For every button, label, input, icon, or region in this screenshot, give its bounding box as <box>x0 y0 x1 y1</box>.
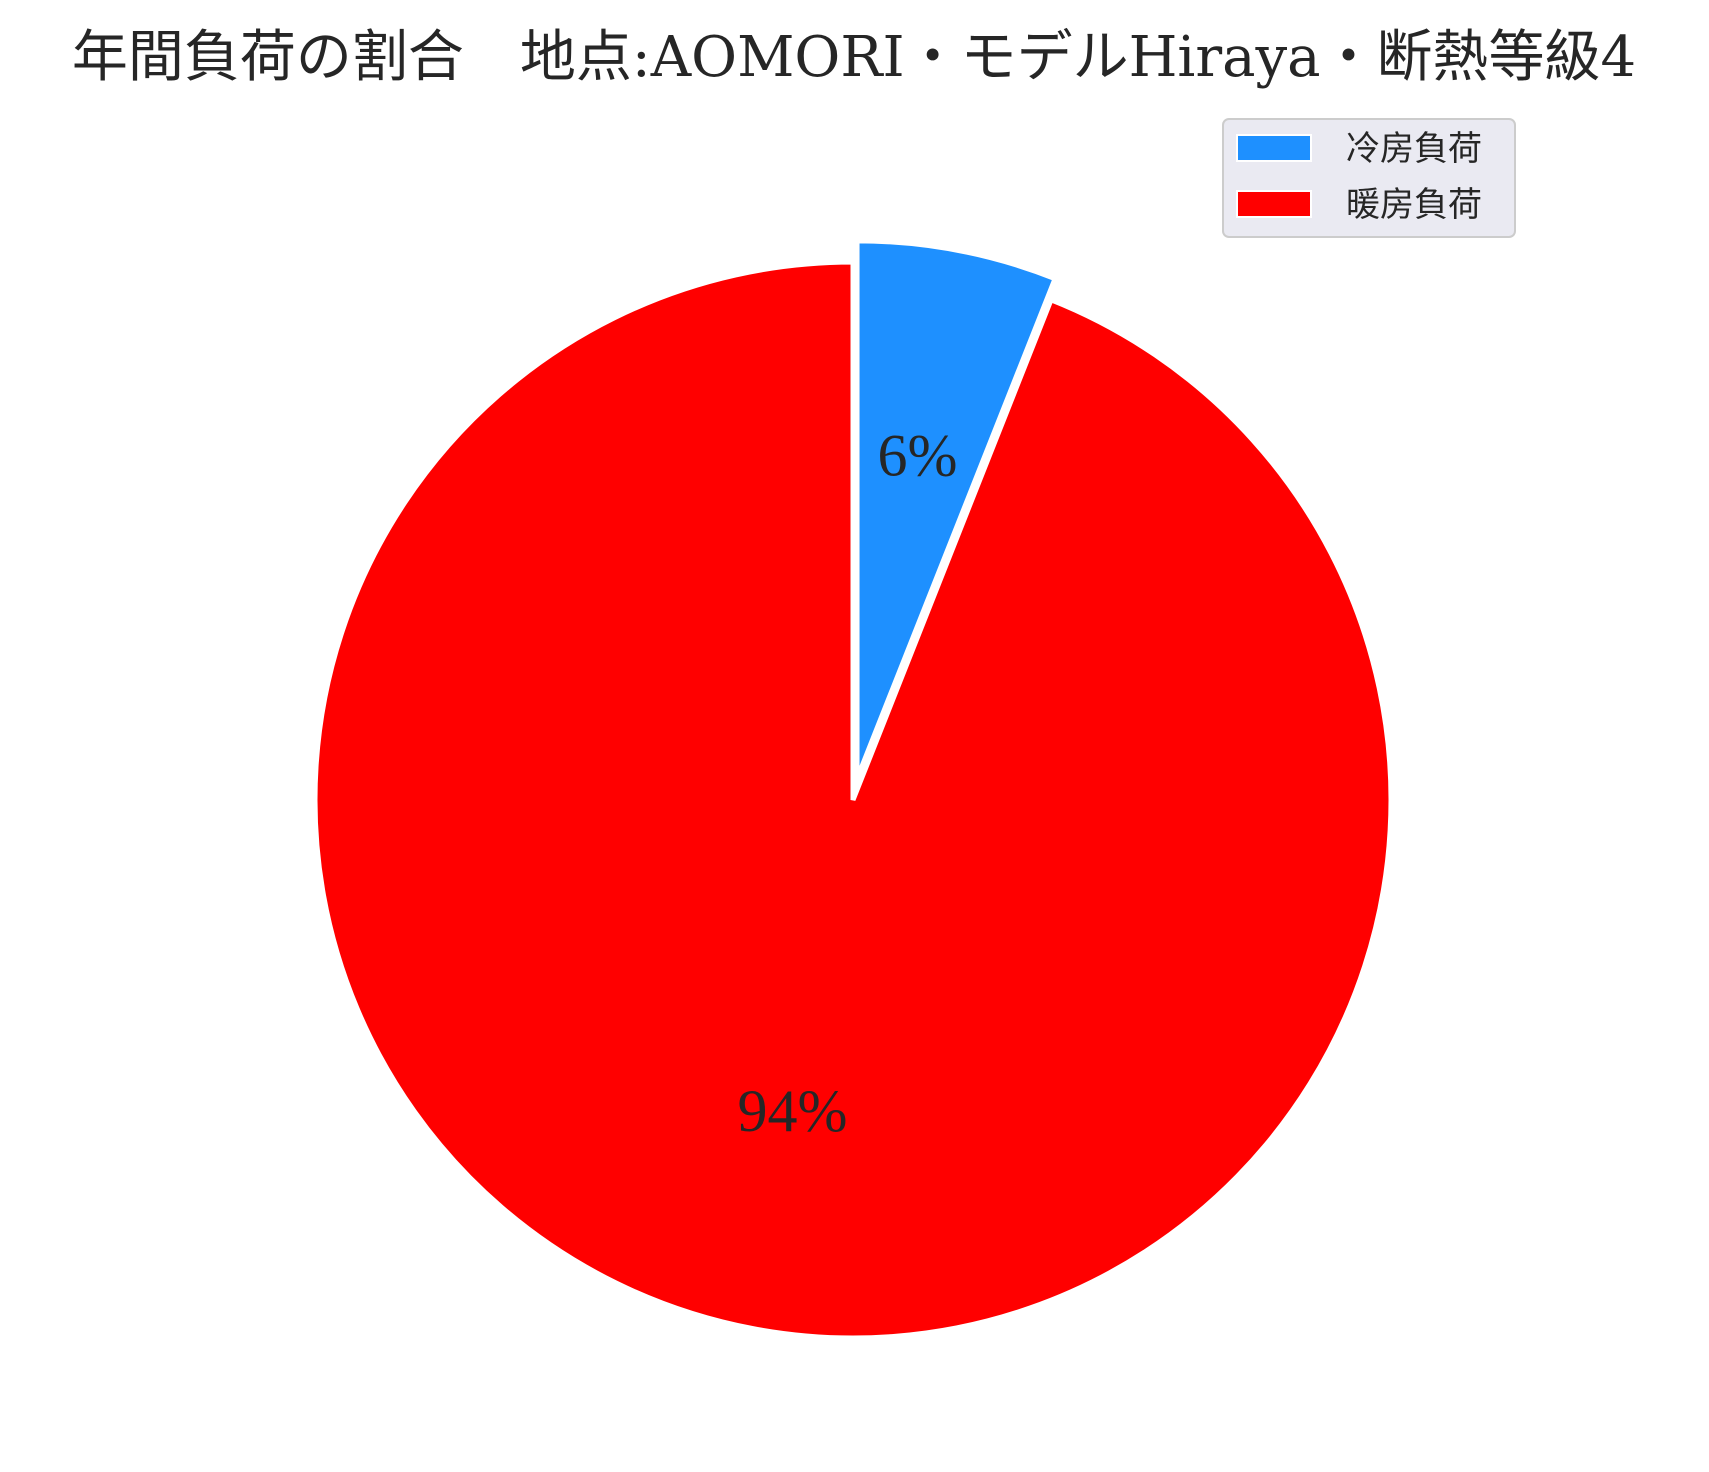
legend-swatch-cooling <box>1236 134 1312 162</box>
chart-title: 年間負荷の割合 地点:AOMORI・モデルHiraya・断熱等級4 <box>72 25 1636 90</box>
pie-slice-heating <box>312 259 1394 1341</box>
pie-slice-cooling <box>854 238 1059 780</box>
legend-swatch-heating <box>1236 190 1312 218</box>
legend-label-heating: 暖房負荷 <box>1346 185 1482 225</box>
legend: 冷房負荷 暖房負荷 <box>1222 118 1516 238</box>
slice-label-cooling: 6% <box>878 423 958 489</box>
slice-labels: 6% 94% <box>738 423 958 1144</box>
legend-entry-cooling: 冷房負荷 <box>1236 129 1482 169</box>
slice-label-heating: 94% <box>738 1078 848 1144</box>
legend-label-cooling: 冷房負荷 <box>1346 129 1482 169</box>
pie-slices <box>312 238 1394 1341</box>
legend-entry-heating: 暖房負荷 <box>1236 185 1482 225</box>
